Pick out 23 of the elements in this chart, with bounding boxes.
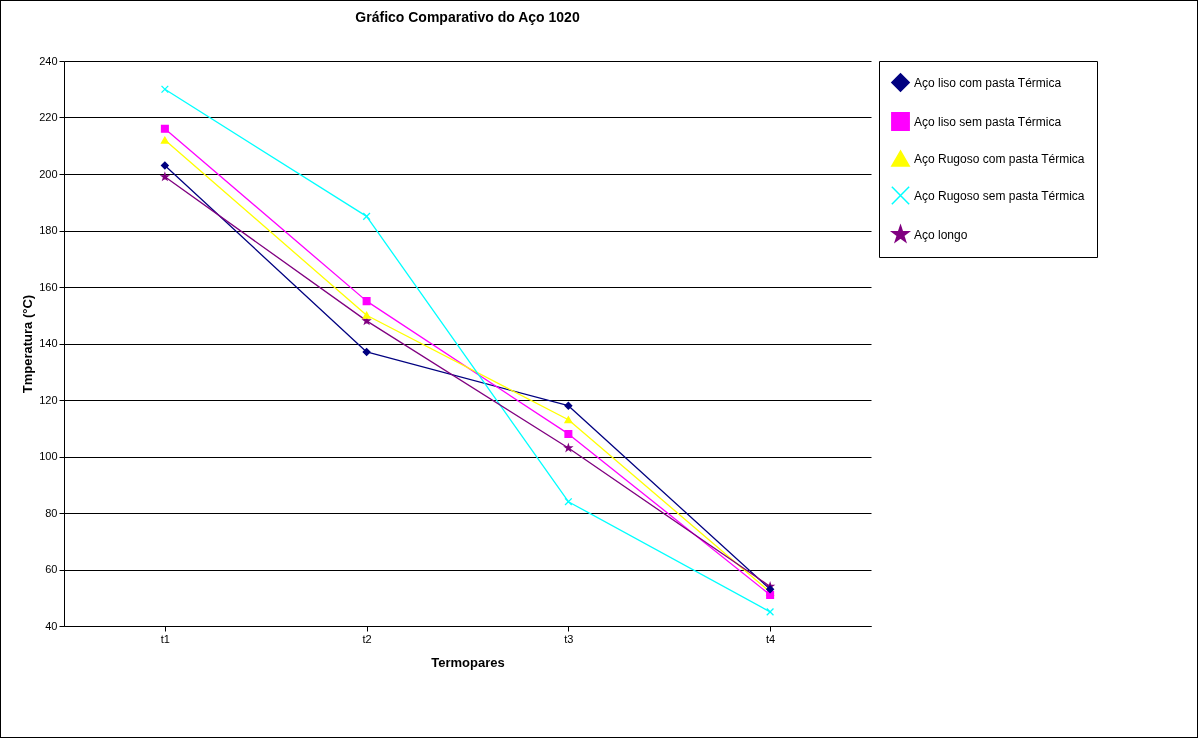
y-axis-title: Tmperatura (°C)	[20, 294, 36, 394]
y-tick-label: 80	[45, 506, 58, 519]
y-tick-label: 240	[39, 54, 58, 67]
x-tick-label: t3	[564, 632, 574, 645]
legend-label: Aço liso com pasta Térmica	[914, 75, 1062, 90]
x-axis-title: Termopares	[431, 654, 505, 670]
y-tick-label: 100	[39, 450, 58, 462]
y-tick-label: 140	[39, 337, 58, 349]
chart-title: Gráfico Comparativo do Aço 1020	[355, 9, 580, 25]
legend-label: Aço liso sem pasta Térmica	[914, 114, 1062, 129]
y-tick-label: 160	[39, 280, 58, 293]
x-tick-label: t1	[160, 632, 170, 645]
y-tick-label: 180	[39, 224, 58, 236]
y-tick-label: 60	[45, 563, 58, 575]
legend-label: Aço Rugoso com pasta Térmica	[914, 151, 1085, 166]
legend-label: Aço Rugoso sem pasta Térmica	[914, 188, 1085, 203]
x-tick-label: t4	[766, 632, 776, 645]
legend-label: Aço longo	[914, 227, 968, 242]
y-tick-label: 220	[39, 111, 58, 123]
x-tick-label: t2	[362, 632, 372, 645]
y-tick-label: 120	[39, 393, 58, 406]
y-tick-label: 200	[39, 167, 58, 180]
y-tick-label: 40	[45, 619, 58, 632]
